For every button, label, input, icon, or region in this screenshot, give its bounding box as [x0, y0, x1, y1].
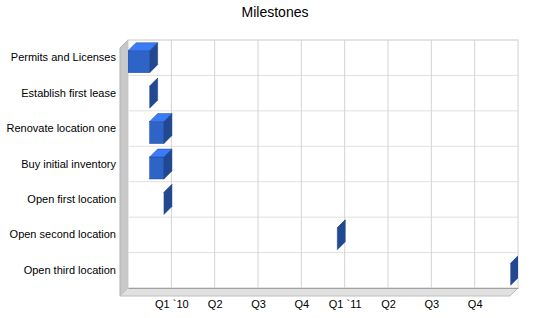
grid-line [214, 40, 215, 288]
x-tick: Q1 `10 [155, 288, 189, 310]
task [511, 255, 518, 285]
x-tick: Q2 [381, 288, 396, 310]
y-tick: Renovate location one [7, 122, 128, 134]
row-line [128, 110, 518, 111]
row-line [128, 75, 518, 76]
y-tick: Open first location [27, 193, 128, 205]
row-line [128, 217, 518, 218]
floor [120, 288, 518, 296]
grid-line [344, 40, 345, 288]
y-tick-label: Open first location [27, 193, 116, 205]
y-tick: Open second location [10, 228, 128, 240]
y-axis: Permits and Licenses Establish first leas… [7, 51, 128, 276]
row-line [128, 40, 518, 41]
task [128, 43, 158, 73]
x-tick-label: Q4 [468, 298, 483, 310]
bars [128, 43, 518, 286]
x-tick: Q3 [251, 288, 266, 310]
x-tick-label: Q4 [294, 298, 309, 310]
y-tick-label: Buy initial inventory [21, 158, 116, 170]
x-tick: Q4 [294, 288, 309, 310]
x-tick-label: Q2 [208, 298, 223, 310]
task [150, 78, 158, 108]
y-tick: Buy initial inventory [21, 158, 128, 170]
x-tick-label: Q1 `10 [155, 298, 189, 310]
row-line [128, 146, 518, 147]
grid-line [474, 40, 475, 288]
row-line [128, 252, 518, 253]
y-tick-label: Permits and Licenses [11, 51, 117, 63]
bar-side [164, 149, 172, 179]
bar-side [164, 184, 172, 214]
x-axis-line [129, 288, 519, 289]
bar-side [150, 43, 158, 73]
y-tick: Open third location [24, 264, 128, 276]
plot-area [128, 40, 518, 288]
bar-side [164, 114, 172, 144]
grid-line [388, 40, 389, 288]
y-tick: Permits and Licenses [11, 51, 128, 63]
task [337, 220, 345, 250]
row-line [128, 181, 518, 182]
x-tick: Q3 [424, 288, 439, 310]
row-lines [128, 40, 518, 288]
x-axis: Q1 `10 Q2 Q3 Q4 Q1 `11 Q2 Q3 Q4 [129, 288, 519, 310]
bar-side [337, 220, 345, 250]
x-tick: Q1 `11 [329, 288, 362, 310]
y-tick: Establish first lease [21, 87, 128, 99]
row-line [128, 288, 518, 289]
grid [171, 40, 474, 288]
chart: Milestones Q1 `10 Q2 Q3 Q4 Q1 `11 Q2 Q3 Q4 Permit… [0, 0, 550, 318]
y-tick-label: Renovate location one [7, 122, 116, 134]
bar-front [150, 157, 164, 179]
y-tick-label: Open third location [24, 264, 116, 276]
x-tick: Q4 [468, 288, 483, 310]
task [150, 149, 172, 179]
bar-front [128, 51, 150, 73]
title: Milestones [242, 4, 309, 20]
x-tick-label: Q2 [381, 298, 396, 310]
x-tick-label: Q1 `11 [329, 298, 362, 310]
x-tick: Q2 [208, 288, 223, 310]
task [164, 184, 172, 214]
grid-line [301, 40, 302, 288]
grid-line [258, 40, 259, 288]
bar-side [150, 78, 158, 108]
x-tick-label: Q3 [424, 298, 439, 310]
x-tick-label: Q3 [251, 298, 266, 310]
bar-front [150, 122, 164, 144]
bar-side [511, 255, 518, 285]
y-tick-label: Establish first lease [21, 87, 116, 99]
left-wall [120, 40, 128, 296]
y-tick-label: Open second location [10, 228, 116, 240]
task [150, 114, 172, 144]
grid-line [431, 40, 432, 288]
